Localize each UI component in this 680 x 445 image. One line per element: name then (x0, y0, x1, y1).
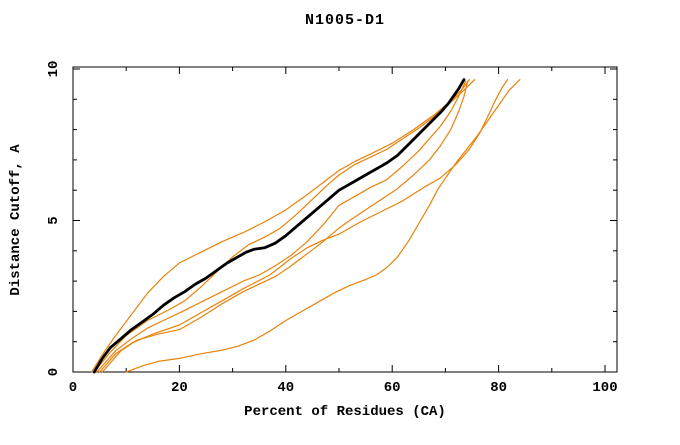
tick-labels: 0 20 40 60 80 100 0 5 10 (46, 61, 618, 396)
series-orange-model-3 (96, 80, 467, 373)
x-axis-label: Percent of Residues (CA) (244, 404, 446, 420)
series-orange-model-1 (90, 78, 470, 373)
y-tick-label: 0 (46, 368, 62, 376)
data-series (90, 78, 521, 374)
series-orange-model-6-bulge (125, 78, 521, 373)
series-orange-model-2 (93, 78, 476, 373)
series-black-main-curve (92, 78, 466, 374)
x-tick-label: 20 (171, 380, 188, 396)
series-orange-model-4 (98, 78, 509, 373)
chart-title: N1005-D1 (305, 12, 385, 29)
series-orange-model-5 (101, 80, 469, 373)
axis-ticks (72, 67, 617, 373)
x-tick-label: 60 (384, 380, 401, 396)
y-axis-label: Distance Cutoff, A (8, 144, 24, 296)
plot-frame (72, 66, 618, 373)
x-tick-label: 40 (277, 380, 294, 396)
plot-border (72, 66, 618, 373)
y-tick-label: 5 (46, 216, 62, 224)
x-tick-label: 100 (592, 380, 617, 396)
x-tick-label: 80 (490, 380, 507, 396)
x-tick-label: 0 (69, 380, 77, 396)
y-tick-label: 10 (46, 61, 62, 78)
